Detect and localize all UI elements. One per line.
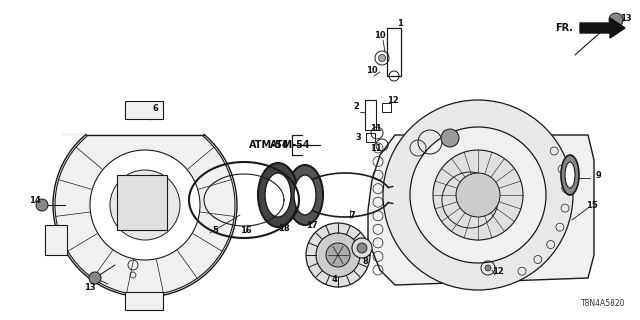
Ellipse shape [561,155,579,195]
Text: 3: 3 [355,132,361,141]
Bar [125,101,163,119]
Circle shape [352,238,372,258]
Text: 18: 18 [278,223,290,233]
Text: 15: 15 [586,201,598,210]
Circle shape [383,100,573,290]
Circle shape [485,265,491,271]
Text: T8N4A5820: T8N4A5820 [580,299,625,308]
Polygon shape [368,135,594,285]
Text: ATM-54: ATM-54 [269,140,310,150]
Circle shape [89,272,101,284]
Text: 7: 7 [349,211,355,220]
Circle shape [378,54,385,61]
Text: 10: 10 [366,66,378,75]
Text: 6: 6 [152,103,158,113]
Ellipse shape [287,165,323,225]
Circle shape [441,129,459,147]
Ellipse shape [258,163,298,227]
Text: 14: 14 [29,196,41,204]
Text: 1: 1 [397,19,403,28]
Circle shape [326,243,350,267]
Text: 13: 13 [620,13,632,22]
Text: 8: 8 [362,258,368,267]
Text: 9: 9 [595,171,601,180]
Ellipse shape [265,173,291,217]
Text: FR.: FR. [555,23,573,33]
Bar [387,28,401,76]
Circle shape [456,173,500,217]
Text: 17: 17 [306,220,318,229]
Text: 5: 5 [212,226,218,235]
Text: 11: 11 [370,143,382,153]
Circle shape [410,127,546,263]
Bar [117,175,167,230]
Text: 16: 16 [240,226,252,235]
Polygon shape [53,134,237,297]
Ellipse shape [294,175,316,215]
Bar [382,103,391,112]
Circle shape [609,13,623,27]
Text: 12: 12 [492,268,504,276]
Circle shape [316,233,360,277]
Ellipse shape [565,162,575,188]
Text: 2: 2 [353,101,359,110]
Polygon shape [580,18,625,38]
Text: 13: 13 [84,284,96,292]
Circle shape [110,170,180,240]
Text: 12: 12 [387,95,399,105]
Text: ATM-54: ATM-54 [250,140,290,150]
Bar [366,133,375,142]
Circle shape [36,199,48,211]
Circle shape [357,243,367,253]
Circle shape [433,150,523,240]
Circle shape [306,223,370,287]
Text: 10: 10 [374,30,386,39]
Text: 4: 4 [332,276,338,284]
Bar [365,100,376,130]
Circle shape [90,150,200,260]
Text: 11: 11 [370,124,382,132]
Bar [125,292,163,310]
Bar [45,225,67,255]
